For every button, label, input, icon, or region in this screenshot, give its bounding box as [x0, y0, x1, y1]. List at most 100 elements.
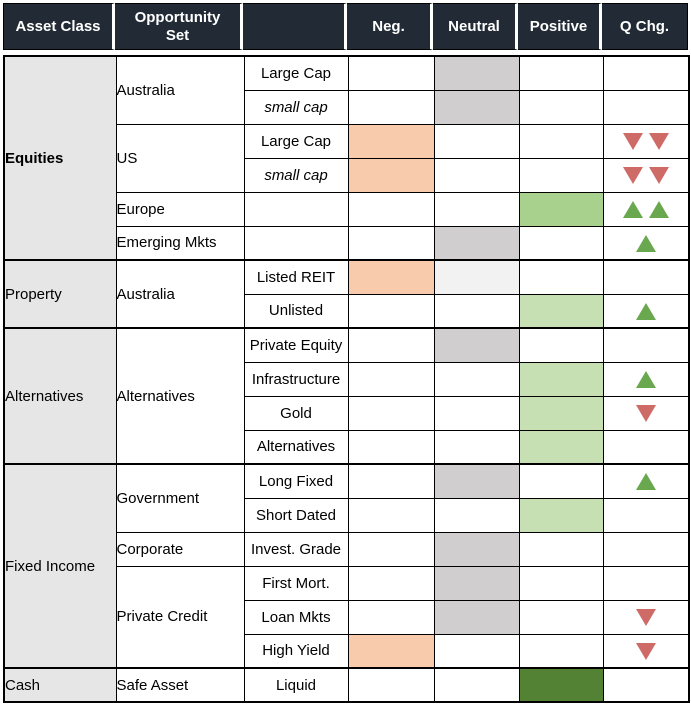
sub-category-label: First Mort. [262, 574, 330, 592]
quarter-change-cell [602, 497, 690, 533]
positive-rating-cell [518, 565, 604, 601]
quarter-change-cell [602, 89, 690, 125]
up-arrow-icon [648, 200, 669, 218]
quarter-change-cell [602, 565, 690, 601]
neutral-rating-cell [433, 157, 520, 193]
header-cell-positive: Positive [518, 3, 602, 50]
positive-rating-cell [518, 599, 604, 635]
positive-rating-cell [518, 395, 604, 431]
asset-class-label: Equities [5, 149, 64, 167]
positive-rating-cell [518, 55, 604, 91]
neutral-rating-cell [433, 225, 520, 261]
neg-rating-cell [347, 463, 435, 499]
asset-class-cell: Property [3, 259, 117, 329]
opportunity-set-cell: US [115, 123, 245, 193]
neg-rating-cell [347, 531, 435, 567]
neg-rating-cell [347, 361, 435, 397]
header-cell-asset-class: Asset Class [3, 3, 115, 50]
neutral-rating-cell [433, 293, 520, 329]
positive-rating-cell [518, 327, 604, 363]
opportunity-set-cell: Corporate [115, 531, 245, 567]
table-row: Corporate Invest. Grade [4, 531, 690, 567]
positive-rating-cell [518, 225, 604, 261]
neutral-rating-cell [433, 89, 520, 125]
sub-category-cell: Loan Mkts [243, 599, 349, 635]
asset-class-label: Property [5, 285, 62, 303]
sub-category-label: Infrastructure [251, 370, 341, 388]
sub-category-label: High Yield [262, 642, 330, 660]
header-cell-q-chg: Q Chg. [602, 3, 688, 50]
positive-rating-cell [518, 259, 604, 295]
quarter-change-cell [602, 361, 690, 397]
neg-rating-cell [347, 157, 435, 193]
sub-category-label: Loan Mkts [261, 608, 331, 626]
header-label: Neutral [448, 17, 500, 35]
down-arrow-icon [635, 642, 656, 660]
up-arrow-icon [635, 370, 656, 388]
neutral-rating-cell [433, 361, 520, 397]
neg-rating-cell [347, 123, 435, 159]
down-arrow-icon [622, 166, 643, 184]
sub-category-cell: Unlisted [243, 293, 349, 329]
sub-category-label: Liquid [275, 676, 317, 694]
down-arrow-icon [635, 608, 656, 626]
positive-rating-cell [518, 123, 604, 159]
positive-rating-cell [518, 531, 604, 567]
opportunity-set-label: Private Credit [116, 608, 208, 626]
neg-rating-cell [347, 429, 435, 465]
ratings-table: Equities Australia Large Cap small cap US Lar… [3, 55, 690, 703]
opportunity-set-cell: Australia [115, 55, 245, 125]
positive-rating-cell [518, 429, 604, 465]
sub-category-cell: High Yield [243, 633, 349, 669]
sub-category-cell: small cap [243, 89, 349, 125]
down-arrow-icon [635, 404, 656, 422]
sub-category-cell: Liquid [243, 667, 349, 703]
down-arrow-icon [648, 166, 669, 184]
neg-rating-cell [347, 395, 435, 431]
positive-rating-cell [518, 633, 604, 669]
opportunity-set-label: Government [116, 489, 200, 507]
sub-category-label: Large Cap [260, 132, 332, 150]
neutral-rating-cell [433, 633, 520, 669]
up-arrow-icon [635, 302, 656, 320]
neutral-rating-cell [433, 395, 520, 431]
neg-rating-cell [347, 55, 435, 91]
sub-category-cell: Large Cap [243, 123, 349, 159]
positive-rating-cell [518, 497, 604, 533]
opportunity-set-cell: Government [115, 463, 245, 533]
header-label: Q Chg. [619, 17, 670, 35]
table-row: Unlisted [4, 293, 690, 329]
neutral-rating-cell [433, 531, 520, 567]
table-row: Fixed Income Government Long Fixed [3, 463, 690, 669]
table-row: Short Dated [4, 497, 690, 533]
sub-category-label: Invest. Grade [250, 540, 342, 558]
sub-category-label: Short Dated [255, 506, 337, 524]
table-header: Asset Class Opportunity Set Neg. Neutral Pos… [3, 3, 688, 50]
neutral-rating-cell [433, 123, 520, 159]
sub-category-cell: Invest. Grade [243, 531, 349, 567]
sub-category-label: Private Equity [249, 336, 343, 354]
quarter-change-cell [602, 667, 690, 703]
opportunity-set-label: Europe [116, 200, 165, 218]
header-cell-blank [243, 3, 347, 50]
sub-category-cell [243, 191, 349, 227]
quarter-change-cell [602, 225, 690, 261]
header-label: Neg. [372, 17, 405, 35]
opportunity-set-cell: Emerging Mkts [115, 225, 245, 261]
table-row: Cash Safe Asset Liquid [3, 667, 690, 703]
positive-rating-cell [518, 157, 604, 193]
sub-category-label: small cap [264, 98, 328, 116]
neg-rating-cell [347, 225, 435, 261]
sub-category-label: Large Cap [260, 64, 332, 82]
table-row: Loan Mkts [4, 599, 690, 635]
sub-category-label: Long Fixed [258, 472, 334, 490]
opportunity-set-cell: Safe Asset [115, 667, 245, 703]
table-row: Private Credit First Mort. [4, 565, 690, 669]
sub-category-cell: Listed REIT [243, 259, 349, 295]
up-arrow-icon [635, 234, 656, 252]
quarter-change-cell [602, 157, 690, 193]
quarter-change-cell [602, 633, 690, 669]
neg-rating-cell [347, 89, 435, 125]
sub-category-cell: small cap [243, 157, 349, 193]
table-row: High Yield [4, 633, 690, 669]
